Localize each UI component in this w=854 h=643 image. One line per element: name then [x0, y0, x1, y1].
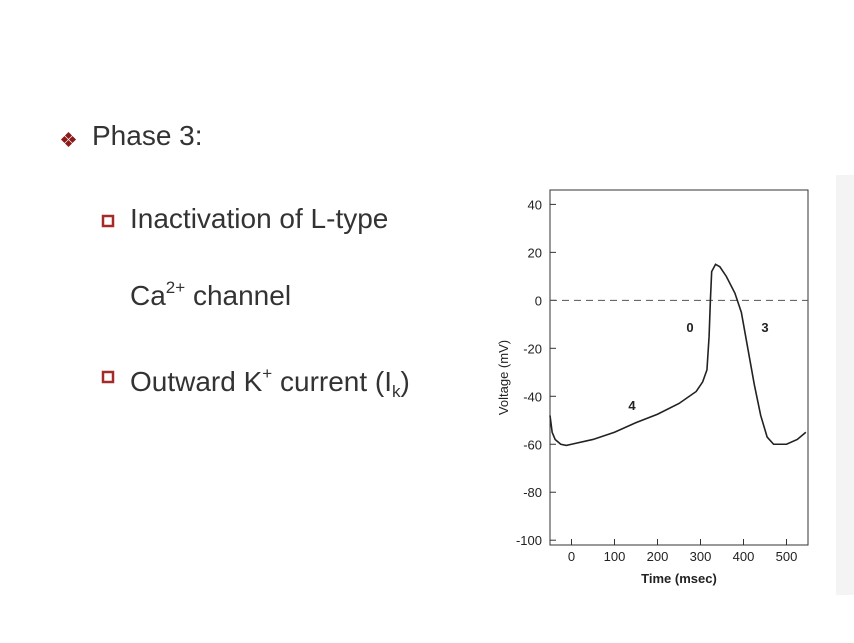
bullet-text: Inactivation of L-type: [130, 203, 388, 235]
square-bullet: [101, 214, 115, 228]
diamond-bullet: [60, 131, 77, 148]
x-tick-label: 100: [604, 549, 626, 564]
y-axis-label: Voltage (mV): [496, 340, 511, 415]
text-run: Outward K: [130, 366, 263, 397]
y-tick-label: -40: [523, 389, 542, 404]
bullet-text: Outward K+ current (Ik): [130, 364, 410, 402]
voltage-line: [549, 263, 807, 447]
phase-label: 0: [686, 320, 693, 335]
y-tick-label: 0: [535, 293, 542, 308]
text-run: ): [400, 366, 410, 397]
supscript: +: [262, 364, 273, 383]
text-run: Ca: [130, 280, 166, 311]
x-tick-label: 300: [690, 549, 712, 564]
square-bullet: [101, 370, 115, 384]
x-tick-label: 0: [568, 549, 575, 564]
x-tick-label: 200: [647, 549, 669, 564]
plot-frame: [549, 189, 809, 546]
heading: Phase 3:: [92, 120, 203, 151]
y-tick-label: -60: [523, 437, 542, 452]
y-tick-label: 20: [528, 245, 542, 260]
x-axis-label: Time (msec): [641, 571, 717, 586]
y-tick-label: -100: [516, 533, 542, 548]
text-run: current (I: [272, 366, 393, 397]
bullet-text: Ca2+ channel: [130, 278, 291, 312]
phase-label: 4: [628, 398, 636, 413]
phase-label: 3: [761, 320, 768, 335]
text-run: Inactivation of L-type: [130, 203, 389, 234]
edge-strip: [836, 175, 854, 595]
text-run: channel: [185, 280, 292, 311]
y-tick-label: 40: [528, 197, 542, 212]
y-tick-label: -80: [523, 485, 542, 500]
y-tick-label: -20: [523, 341, 542, 356]
subscript: k: [392, 382, 401, 401]
x-tick-label: 400: [733, 549, 755, 564]
supscript: 2+: [165, 278, 186, 297]
x-tick-label: 500: [776, 549, 798, 564]
